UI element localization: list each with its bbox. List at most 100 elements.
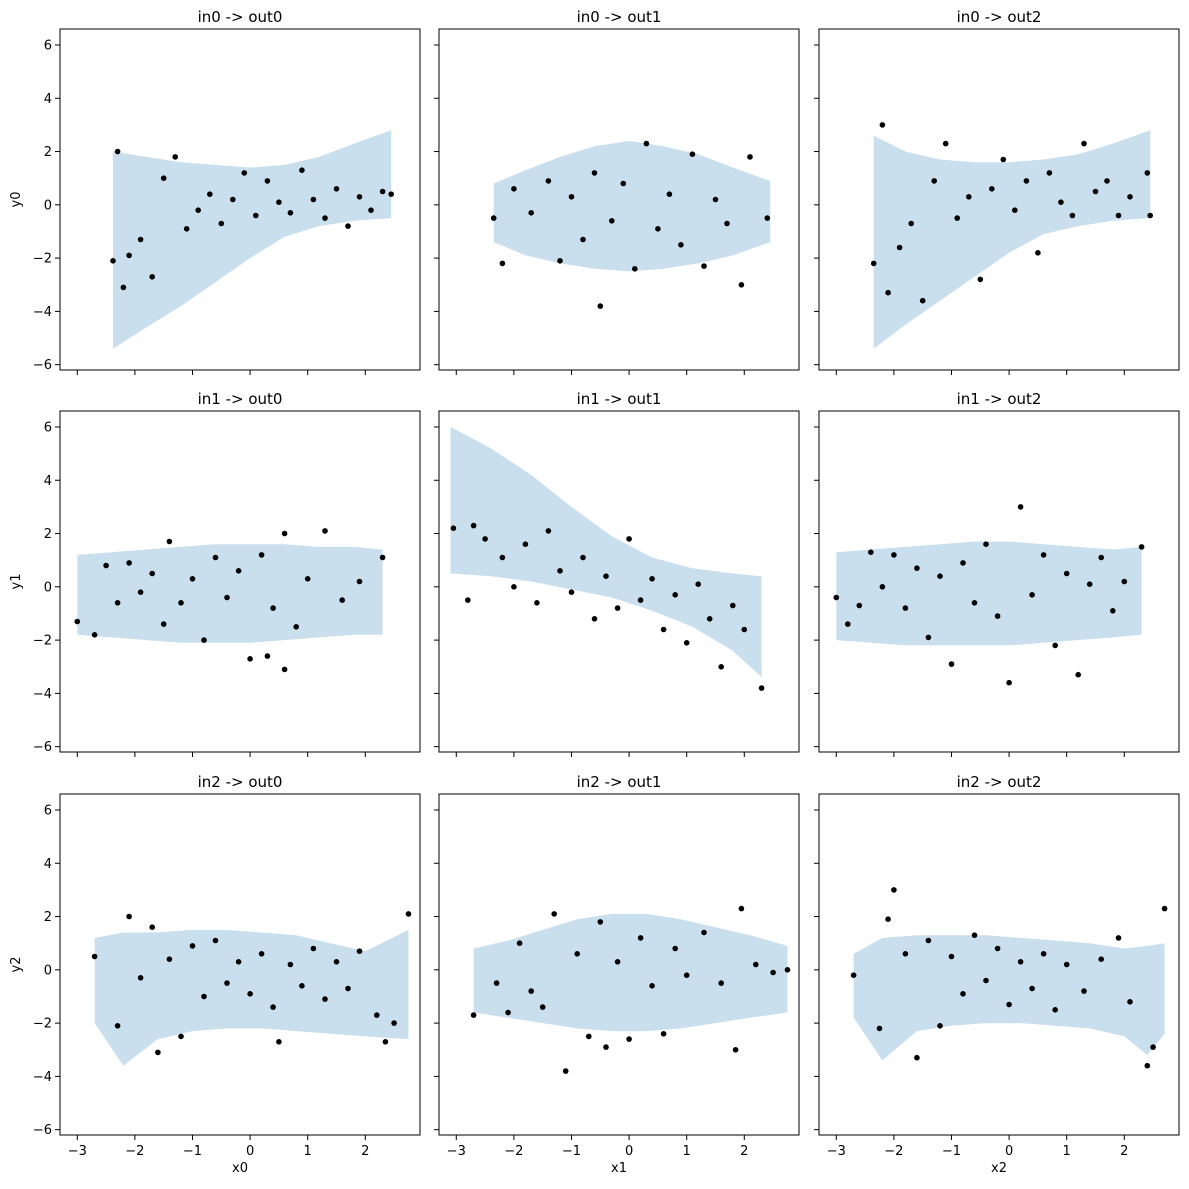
data-point xyxy=(126,252,132,259)
data-point xyxy=(1110,608,1116,614)
y-axis-label: y2 xyxy=(9,957,24,973)
data-point xyxy=(885,916,891,922)
data-point xyxy=(374,1012,380,1018)
x-tick-label: 2 xyxy=(361,1144,369,1159)
data-point xyxy=(528,988,534,994)
data-point xyxy=(253,212,259,219)
confidence-band xyxy=(94,929,409,1066)
data-point xyxy=(1006,1001,1012,1008)
data-point xyxy=(603,573,609,579)
confidence-band xyxy=(873,130,1151,349)
data-point xyxy=(499,260,506,267)
data-point xyxy=(247,656,253,662)
data-point xyxy=(603,1044,609,1050)
data-point xyxy=(764,215,771,221)
data-point xyxy=(1150,1044,1156,1050)
x-tick-label: 0 xyxy=(625,1144,633,1159)
x-tick-label: −3 xyxy=(447,1144,466,1159)
subplot-2: in0 -> out1 xyxy=(434,8,800,375)
data-point xyxy=(299,983,305,989)
y-tick-label: 4 xyxy=(44,92,52,107)
data-point xyxy=(1138,544,1145,550)
data-point xyxy=(201,637,207,643)
data-point xyxy=(382,1039,389,1045)
data-point xyxy=(660,1031,667,1037)
data-point xyxy=(1081,140,1087,147)
data-point xyxy=(511,186,517,192)
data-point xyxy=(1069,212,1076,219)
y-tick-label: 0 xyxy=(44,963,52,978)
x-tick-label: 1 xyxy=(1063,1144,1071,1159)
y-tick-label: 2 xyxy=(44,910,52,925)
data-point xyxy=(614,605,621,611)
data-point xyxy=(522,541,529,547)
data-point xyxy=(110,258,116,264)
subplot-8: in2 -> out1 −3 −2 −1 0 1 2 x1 xyxy=(434,773,800,1176)
data-point xyxy=(212,937,219,944)
data-point xyxy=(718,980,724,986)
x-tick-label: −1 xyxy=(942,1144,961,1159)
data-point xyxy=(322,528,328,534)
data-point xyxy=(511,584,517,590)
data-point xyxy=(960,991,966,997)
y-axis-label: y0 xyxy=(9,192,24,208)
data-point xyxy=(258,951,265,957)
data-point xyxy=(322,215,328,221)
data-point xyxy=(287,961,294,968)
x-tick-label: 1 xyxy=(683,1144,691,1159)
x-tick-label: −3 xyxy=(68,1144,87,1159)
y-tick-label: −6 xyxy=(33,358,52,373)
subplot-1: in0 -> out0 −6 −4 −2 0 2 4 6 y0 xyxy=(9,8,421,375)
data-point xyxy=(322,996,328,1002)
subplot-title: in1 -> out2 xyxy=(957,390,1042,408)
data-point xyxy=(1000,156,1007,163)
x-tick-label: 0 xyxy=(246,1144,254,1159)
data-point xyxy=(551,911,557,917)
data-point xyxy=(937,573,943,579)
data-point xyxy=(339,597,346,603)
x-axis-label: x0 xyxy=(232,1161,248,1176)
data-point xyxy=(758,685,765,691)
data-point xyxy=(876,1025,883,1032)
data-point xyxy=(1127,194,1133,200)
data-point xyxy=(1144,170,1151,176)
data-point xyxy=(902,605,909,611)
data-point xyxy=(160,175,167,181)
data-point xyxy=(989,186,995,192)
data-point xyxy=(1040,552,1047,558)
axes-frame xyxy=(59,28,421,371)
x-tick-label: −1 xyxy=(183,1144,202,1159)
x-tick-label: −2 xyxy=(125,1144,144,1159)
data-point xyxy=(183,226,190,232)
data-point xyxy=(482,536,488,542)
data-point xyxy=(632,266,638,272)
data-point xyxy=(960,560,966,566)
data-point xyxy=(149,570,155,577)
data-point xyxy=(1098,554,1104,561)
data-point xyxy=(902,951,909,957)
data-point xyxy=(1104,178,1110,184)
data-point xyxy=(264,653,271,659)
data-point xyxy=(597,919,604,925)
data-point xyxy=(914,1054,920,1061)
data-point xyxy=(470,1012,477,1018)
data-point xyxy=(966,194,972,200)
data-point xyxy=(235,568,242,574)
axes-frame xyxy=(818,793,1180,1136)
subplot-4: in1 -> out0 −6 −4 −2 0 2 4 6 y1 xyxy=(9,390,421,757)
data-point xyxy=(1115,935,1122,941)
data-point xyxy=(672,592,678,598)
y-tick-label: 0 xyxy=(44,198,52,213)
data-point xyxy=(580,554,586,561)
axes-frame xyxy=(438,793,800,1136)
data-point xyxy=(738,282,745,288)
confidence-band xyxy=(473,913,788,1032)
subplot-title: in2 -> out1 xyxy=(577,773,662,791)
data-point xyxy=(925,937,932,944)
data-point xyxy=(580,236,586,243)
data-point xyxy=(948,953,955,960)
subplot-title: in0 -> out1 xyxy=(577,8,662,26)
data-point xyxy=(264,178,271,184)
subplot-title: in0 -> out0 xyxy=(198,8,283,26)
data-point xyxy=(1023,178,1030,184)
